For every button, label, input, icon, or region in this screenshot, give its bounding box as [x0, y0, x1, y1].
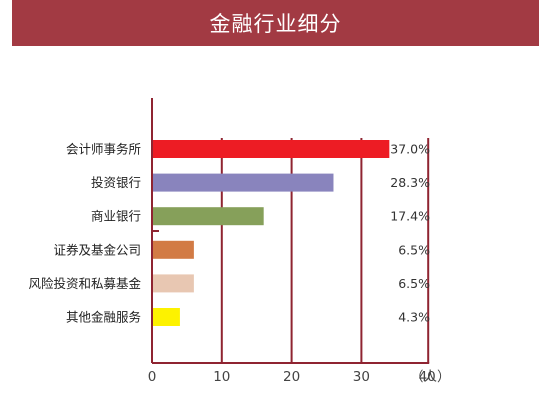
- chart-title: 金融行业细分: [12, 0, 539, 46]
- x-tick-label-0: 0: [148, 369, 157, 385]
- category-label-1: 投资银行: [91, 175, 141, 190]
- x-tick-label-30: 30: [353, 369, 370, 385]
- bar-0: [152, 140, 390, 158]
- bar-1: [152, 173, 334, 192]
- bar-4: [152, 274, 194, 293]
- bar-2: [152, 207, 264, 226]
- value-label-0: 37.0%: [390, 142, 430, 157]
- category-label-2: 商业银行: [91, 209, 141, 224]
- category-label-0: 会计师事务所: [66, 142, 141, 157]
- value-label-2: 17.4%: [390, 209, 430, 224]
- category-label-5: 其他金融服务: [66, 310, 141, 325]
- value-label-3: 6.5%: [398, 242, 430, 257]
- category-label-3: 证券及基金公司: [53, 242, 141, 257]
- bar-3: [152, 240, 194, 259]
- x-tick-label-40: 40: [419, 369, 436, 385]
- value-label-1: 28.3%: [390, 175, 430, 190]
- bar-5: [152, 308, 180, 326]
- value-label-5: 4.3%: [398, 310, 430, 325]
- category-label-4: 风险投资和私募基金: [28, 276, 141, 291]
- x-tick-label-20: 20: [283, 369, 300, 385]
- value-label-4: 6.5%: [398, 276, 430, 291]
- x-unit-label: （人）: [410, 369, 451, 385]
- x-tick-label-10: 10: [213, 369, 230, 385]
